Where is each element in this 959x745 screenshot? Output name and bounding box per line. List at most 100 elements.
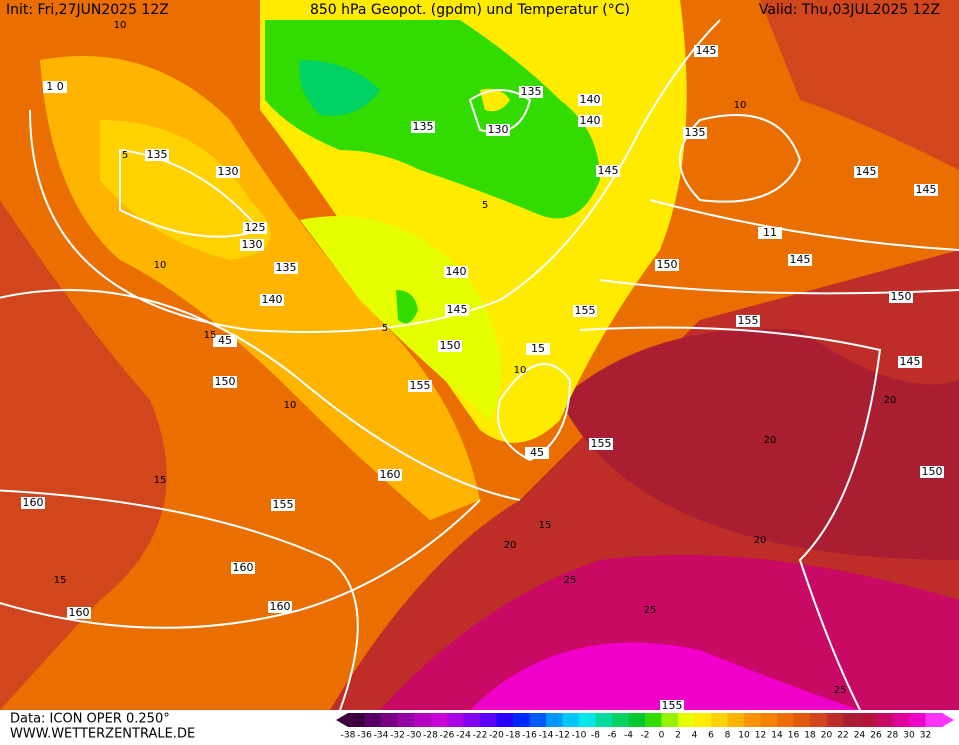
isotherm-label: 10 bbox=[514, 365, 527, 376]
geopotential-label: 45 bbox=[530, 446, 544, 459]
scale-label: -10 bbox=[572, 731, 587, 741]
scale-label: -30 bbox=[407, 731, 422, 741]
geopotential-label: 155 bbox=[273, 498, 294, 511]
scale-swatch bbox=[859, 713, 877, 727]
geopotential-label: 145 bbox=[916, 183, 937, 196]
label-box bbox=[445, 304, 469, 316]
scale-swatch bbox=[694, 713, 712, 727]
scale-label: -2 bbox=[641, 731, 650, 741]
label-box bbox=[596, 165, 620, 177]
scale-swatch bbox=[628, 713, 646, 727]
label-box bbox=[271, 499, 295, 511]
scale-label: -14 bbox=[539, 731, 554, 741]
geopotential-label: 160 bbox=[270, 600, 291, 613]
label-box bbox=[378, 469, 402, 481]
scale-swatch bbox=[546, 713, 563, 727]
scale-swatch bbox=[826, 713, 844, 727]
scale-swatch bbox=[579, 713, 596, 727]
scale-label: -4 bbox=[624, 731, 633, 741]
data-source: Data: ICON OPER 0.250° bbox=[10, 712, 170, 727]
label-box bbox=[486, 124, 510, 136]
scale-label: -36 bbox=[357, 731, 372, 741]
scale-label: 6 bbox=[708, 731, 714, 741]
scale-swatch bbox=[843, 713, 860, 727]
label-box bbox=[526, 343, 550, 355]
isotherm-label: 15 bbox=[154, 475, 167, 486]
scale-swatch bbox=[496, 713, 514, 727]
geopotential-label: 145 bbox=[900, 355, 921, 368]
scale-swatch bbox=[793, 713, 811, 727]
geopotential-label: 11 bbox=[763, 226, 777, 239]
scale-swatch bbox=[678, 713, 695, 727]
geopotential-label: 155 bbox=[662, 699, 683, 712]
scale-swatch bbox=[661, 713, 679, 727]
geopotential-label: 160 bbox=[380, 468, 401, 481]
geopotential-label: 135 bbox=[521, 85, 542, 98]
geopotential-label: 155 bbox=[575, 304, 596, 317]
scale-label: 18 bbox=[804, 731, 816, 741]
scale-swatch bbox=[727, 713, 745, 727]
scale-swatch bbox=[711, 713, 728, 727]
scale-label: 16 bbox=[788, 731, 800, 741]
scale-label: 22 bbox=[837, 731, 848, 741]
scale-swatch bbox=[760, 713, 778, 727]
geopotential-label: 145 bbox=[447, 303, 468, 316]
isotherm-label: 25 bbox=[834, 685, 847, 696]
scale-swatch bbox=[414, 713, 431, 727]
scale-swatch bbox=[612, 713, 629, 727]
label-box bbox=[758, 227, 782, 239]
geopotential-label: 145 bbox=[790, 253, 811, 266]
isotherm-label: 15 bbox=[539, 520, 552, 531]
scale-label: 2 bbox=[675, 731, 681, 741]
geopotential-label: 140 bbox=[262, 293, 283, 306]
isotherm-label: 10 bbox=[284, 400, 297, 411]
label-box bbox=[274, 262, 298, 274]
label-box bbox=[43, 81, 67, 93]
label-box bbox=[578, 115, 602, 127]
scale-swatch bbox=[480, 713, 497, 727]
geopotential-label: 135 bbox=[147, 148, 168, 161]
scale-swatch bbox=[529, 713, 547, 727]
scale-label: 12 bbox=[755, 731, 766, 741]
geopotential-label: 155 bbox=[738, 314, 759, 327]
scale-swatch bbox=[430, 713, 448, 727]
geopotential-label: 125 bbox=[245, 221, 266, 234]
isotherm-label: 15 bbox=[54, 575, 67, 586]
label-box bbox=[854, 166, 878, 178]
scale-swatch bbox=[925, 713, 943, 727]
scale-swatch bbox=[892, 713, 910, 727]
geopotential-label: 150 bbox=[922, 465, 943, 478]
label-box bbox=[525, 447, 549, 459]
label-box bbox=[243, 222, 267, 234]
scale-label: -16 bbox=[522, 731, 537, 741]
geopotential-label: 145 bbox=[856, 165, 877, 178]
isotherm-label: 20 bbox=[504, 540, 517, 551]
geopotential-label: 130 bbox=[242, 238, 263, 251]
label-box bbox=[21, 497, 45, 509]
label-box bbox=[736, 315, 760, 327]
scale-label: -34 bbox=[374, 731, 389, 741]
isotherm-label: 10 bbox=[154, 260, 167, 271]
geopotential-label: 130 bbox=[488, 123, 509, 136]
scale-label: 4 bbox=[692, 731, 698, 741]
label-box bbox=[914, 184, 938, 196]
scale-label: 10 bbox=[738, 731, 750, 741]
label-box bbox=[268, 601, 292, 613]
geopotential-label: 130 bbox=[218, 165, 239, 178]
label-box bbox=[519, 86, 543, 98]
label-box bbox=[578, 94, 602, 106]
scale-label: 30 bbox=[903, 731, 915, 741]
label-box bbox=[694, 45, 718, 57]
label-box bbox=[213, 335, 237, 347]
label-box bbox=[655, 259, 679, 271]
scale-label: -8 bbox=[591, 731, 600, 741]
scale-swatch bbox=[777, 713, 794, 727]
label-box bbox=[67, 607, 91, 619]
geopotential-label: 145 bbox=[696, 44, 717, 57]
scale-label: -18 bbox=[506, 731, 521, 741]
isotherm-label: 15 bbox=[204, 330, 217, 341]
geopotential-label: 15 bbox=[531, 342, 545, 355]
geopotential-label: 135 bbox=[276, 261, 297, 274]
